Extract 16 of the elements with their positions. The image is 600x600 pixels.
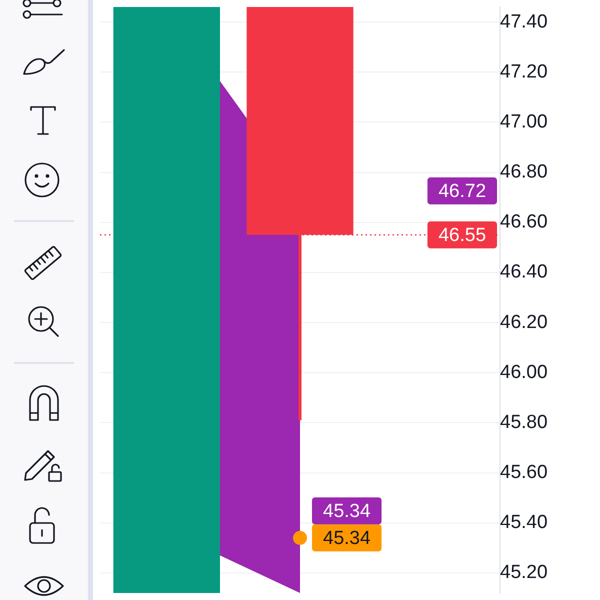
y-tick-label: 45.20 [500,562,548,584]
y-tick-label: 46.40 [500,262,548,283]
y-tick-label: 45.80 [500,412,548,433]
y-tick-label: 47.00 [500,111,548,132]
ref-line-label: 46.55 [438,225,486,246]
y-tick-label: 45.60 [500,462,548,484]
annotation: 45.34 [323,501,371,522]
y-tick-label: 46.20 [500,312,548,333]
data-label: 45.34 [323,528,371,550]
y-tick-label: 45.40 [500,512,548,534]
annotation: 46.72 [438,181,486,202]
y-tick-label: 46.80 [500,162,548,183]
y-tick-label: 47.40 [500,11,548,32]
y-tick-label: 46.00 [500,362,548,383]
y-tick-label: 47.20 [500,61,548,82]
y-tick-label: 46.60 [500,212,548,233]
